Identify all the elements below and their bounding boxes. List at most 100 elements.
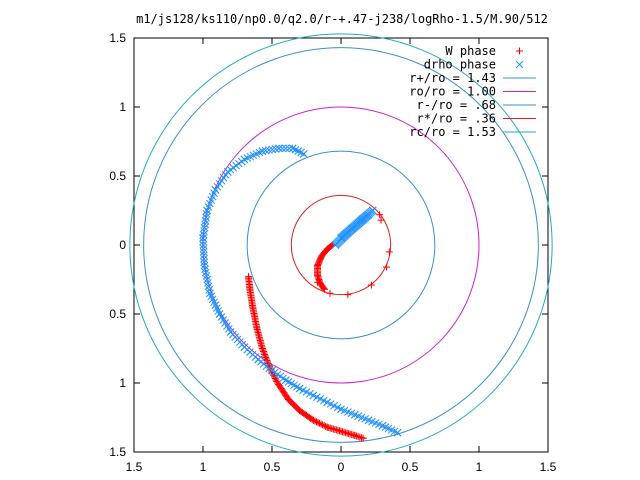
series-1-point-d2 <box>199 241 208 249</box>
series-1-track-4 <box>331 210 373 249</box>
series-1-point-d2 <box>271 145 280 153</box>
series-0-point <box>385 248 393 256</box>
series-1-point-d2 <box>316 395 325 403</box>
series-1-point <box>364 210 373 219</box>
series-0-point <box>352 432 360 440</box>
series-1-point-d2 <box>364 416 373 425</box>
series-1-point-d2 <box>287 379 296 388</box>
series-1-point <box>200 251 208 260</box>
series-1-point-d2 <box>275 144 283 153</box>
series-0-point <box>259 346 267 354</box>
series-1-point-d2 <box>292 383 301 391</box>
legend-marker-sample-1 <box>515 60 524 69</box>
x-tick-label: 0 <box>338 460 345 474</box>
series-1-point-d2 <box>261 146 270 155</box>
series-1-point-d2 <box>276 372 285 381</box>
series-0-point <box>323 423 331 431</box>
series-1-point-d2 <box>323 398 332 407</box>
series-1-point-d2 <box>364 210 373 219</box>
series-1-point <box>278 144 287 153</box>
series-1-point-d2 <box>393 428 402 437</box>
reference-circle-0 <box>143 47 539 443</box>
series-1-point-d2 <box>224 325 233 333</box>
series-1-point-d2 <box>290 381 298 390</box>
series-1-point-d2 <box>302 388 311 396</box>
series-1-point-d2 <box>208 295 217 304</box>
series-0-point <box>260 349 268 357</box>
series-0-point <box>312 418 320 426</box>
y-tick-label: 0 <box>119 238 126 252</box>
series-1-point-d2 <box>258 147 267 156</box>
series-1-point-d2 <box>204 282 213 291</box>
series-0-point <box>377 216 385 224</box>
series-1-point-d2 <box>212 304 221 312</box>
plot-area: 1.5 1 0.5 0 0.5 1 1.51.510.500.511.5 <box>109 31 556 474</box>
series-1-point-d2 <box>284 378 293 386</box>
y-tick-label: 0.5 <box>109 169 126 183</box>
y-tick-label: 0.5 <box>109 307 126 321</box>
series-1-point-d2 <box>368 417 376 426</box>
series-1-point <box>285 144 294 153</box>
series-1-point <box>200 254 208 263</box>
ticks-layer: 1.5 1 0.5 0 0.5 1 1.51.510.500.511.5 <box>109 31 556 474</box>
series-0-point <box>356 433 364 441</box>
x-tick-label: 0.5 <box>264 460 281 474</box>
series-1-point <box>199 244 208 253</box>
series-1-point-d2 <box>211 301 220 309</box>
series-0-point <box>320 422 328 430</box>
series-1-point-d2 <box>378 421 387 430</box>
circles-layer <box>129 33 553 457</box>
series-1-point-d2 <box>306 389 314 398</box>
series-1-point-d2 <box>278 144 287 153</box>
series-1-point-d2 <box>387 426 396 434</box>
series-1-point-d2 <box>203 279 212 287</box>
series-0-track-0 <box>245 273 367 442</box>
series-0-point <box>245 273 253 281</box>
series-1-point-d2 <box>265 146 273 154</box>
series-1-point-d2 <box>312 393 321 401</box>
series-1-point-d2 <box>215 310 224 318</box>
y-tick-label: 1 <box>119 376 126 390</box>
series-1-point-d2 <box>221 319 229 327</box>
x-tick-label: 1.5 <box>540 460 557 474</box>
legend-label-6: rc/ro = 1.53 <box>409 125 496 139</box>
series-1-point-d2 <box>205 285 214 294</box>
series-1-point-d2 <box>217 313 226 321</box>
series-1-point <box>200 261 209 270</box>
series-1-point-d2 <box>299 150 308 158</box>
series-1-point-d2 <box>201 268 210 277</box>
series-1-point-d2 <box>361 415 370 423</box>
series-1-point-d2 <box>384 424 393 433</box>
series-1-point-d2 <box>199 237 208 246</box>
series-1-point-d2 <box>200 254 208 263</box>
series-1-point-d2 <box>214 307 223 315</box>
series-1-track-2 <box>199 144 402 437</box>
series-0-point <box>261 350 269 358</box>
series-0-point <box>262 353 270 361</box>
series-1-point <box>199 237 208 246</box>
x-tick-label: 1 <box>476 460 483 474</box>
legend-label-2: r+/ro = 1.43 <box>409 71 496 85</box>
series-1-point-d2 <box>285 144 294 153</box>
series-1-point <box>271 145 280 153</box>
reference-circle-3 <box>290 194 392 296</box>
series-0-point <box>272 376 280 384</box>
series-1-point-d2 <box>381 423 390 432</box>
series-1-point-d2 <box>390 427 399 436</box>
series-0 <box>245 211 393 442</box>
series-0-point <box>367 281 375 289</box>
legend-label-0: W phase <box>445 44 496 58</box>
series-1-point-d2 <box>202 272 211 280</box>
series-1-point-d2 <box>281 376 290 385</box>
series-1-point <box>281 144 290 153</box>
legend-marker-sample-0 <box>516 47 523 55</box>
series-1-point-d2 <box>340 406 349 415</box>
series-1-point-d2 <box>291 145 300 154</box>
series-0-point <box>273 377 281 385</box>
series-1-point <box>258 147 267 156</box>
series-1-point-d2 <box>199 244 208 253</box>
series-0-point <box>261 352 269 360</box>
reference-circle-4 <box>129 33 553 457</box>
